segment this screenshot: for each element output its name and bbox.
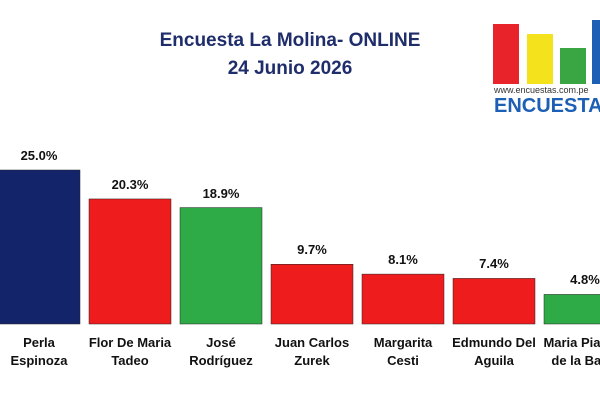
- value-label: 8.1%: [388, 252, 418, 268]
- x-tick-label: Edmundo Del Aguila: [452, 335, 536, 368]
- logo-url: www.encuestas.com.pe: [493, 85, 589, 95]
- logo-bar: [493, 24, 519, 84]
- chart-subtitle: 24 Junio 2026: [227, 58, 353, 79]
- logo-bar: [592, 20, 600, 84]
- value-label: 7.4%: [479, 256, 509, 272]
- bar: [543, 294, 600, 325]
- value-label: 9.7%: [297, 242, 327, 258]
- bar: [361, 273, 445, 325]
- logo-bar: [560, 48, 586, 84]
- x-tick-label: Flor De Maria Tadeo: [88, 335, 172, 368]
- x-tick-label: Maria Pia Paz de la Barra: [543, 335, 600, 368]
- value-label: 25.0%: [20, 148, 58, 163]
- logo-text: ENCUESTAS: [494, 95, 600, 117]
- chart-title: Encuesta La Molina- ONLINE: [159, 30, 421, 51]
- bar: [452, 278, 536, 325]
- bar: [88, 198, 172, 325]
- logo: www.encuestas.com.pe ENCUESTAS: [493, 20, 600, 117]
- bar: [270, 263, 354, 325]
- x-tick-label: Perla Espinoza: [10, 335, 68, 368]
- bar: [179, 207, 263, 325]
- bar: [0, 169, 81, 325]
- value-label: 4.8%: [570, 272, 600, 288]
- logo-bar: [527, 34, 553, 84]
- value-label: 18.9%: [202, 185, 240, 201]
- x-tick-label: Juan Carlos Zurek: [274, 335, 350, 368]
- x-tick-label: Margarita Cesti: [373, 335, 433, 368]
- x-tick-label: José Rodríguez: [189, 335, 253, 368]
- value-label: 20.3%: [111, 176, 149, 192]
